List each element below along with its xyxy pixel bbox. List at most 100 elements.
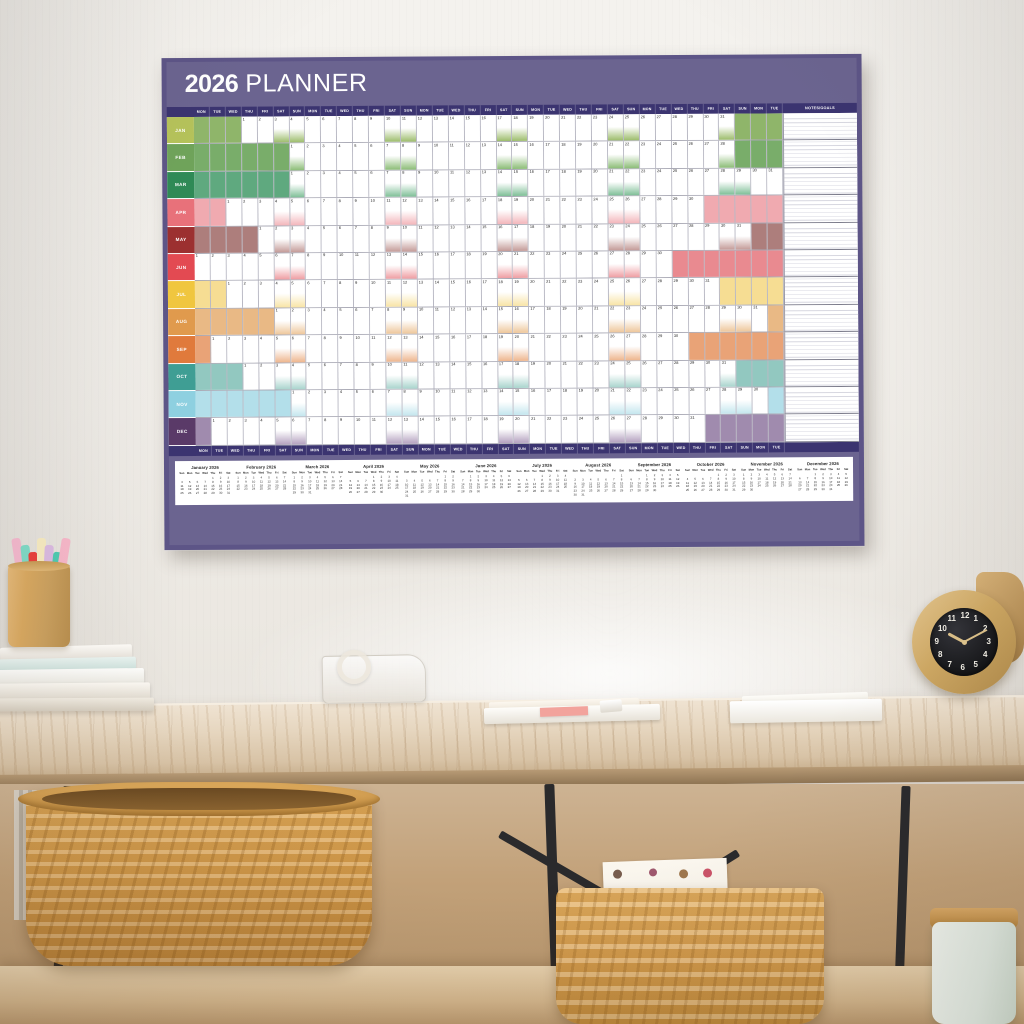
day-cell[interactable]: 22 bbox=[624, 169, 641, 196]
day-cell[interactable]: 16 bbox=[513, 306, 530, 334]
day-cell[interactable]: 16 bbox=[450, 416, 467, 444]
day-cell[interactable]: 22 bbox=[577, 361, 594, 388]
day-cell[interactable]: 13 bbox=[402, 334, 419, 362]
day-cell[interactable]: 25 bbox=[640, 223, 657, 251]
notes-goals-cell[interactable] bbox=[783, 277, 859, 306]
day-cell[interactable]: 2 bbox=[242, 198, 259, 226]
day-cell[interactable]: 22 bbox=[529, 251, 546, 279]
day-cell[interactable]: 3 bbox=[322, 390, 339, 417]
day-cell[interactable]: 19 bbox=[513, 279, 530, 306]
day-cell[interactable]: 4 bbox=[273, 198, 291, 226]
day-cell[interactable]: 15 bbox=[434, 334, 451, 361]
day-cell[interactable]: 5 bbox=[275, 417, 292, 445]
day-cell[interactable]: 25 bbox=[576, 251, 593, 278]
day-cell[interactable]: 8 bbox=[402, 389, 419, 416]
day-cell[interactable]: 9 bbox=[322, 253, 339, 280]
day-cell[interactable]: 5 bbox=[290, 280, 307, 308]
day-cell[interactable]: 19 bbox=[497, 334, 514, 361]
day-cell[interactable]: 2 bbox=[306, 390, 324, 417]
day-cell[interactable]: 3 bbox=[274, 362, 292, 390]
day-cell[interactable]: 21 bbox=[609, 388, 626, 415]
day-cell[interactable]: 4 bbox=[337, 170, 354, 198]
day-cell[interactable]: 2 bbox=[227, 418, 244, 445]
day-cell[interactable]: 3 bbox=[242, 335, 260, 363]
day-cell[interactable]: 6 bbox=[354, 307, 371, 335]
day-cell[interactable]: 4 bbox=[289, 116, 306, 143]
day-cell[interactable]: 28 bbox=[704, 305, 721, 332]
day-cell[interactable]: 3 bbox=[258, 198, 275, 226]
day-cell[interactable]: 20 bbox=[528, 197, 545, 224]
day-cell[interactable]: 29 bbox=[656, 333, 674, 360]
day-cell[interactable]: 2 bbox=[290, 308, 307, 335]
day-cell[interactable]: 15 bbox=[466, 361, 483, 389]
day-cell[interactable]: 29 bbox=[657, 415, 674, 442]
day-cell[interactable]: 1 bbox=[258, 226, 275, 253]
day-cell[interactable]: 9 bbox=[354, 280, 371, 307]
day-cell[interactable]: 19 bbox=[498, 416, 515, 443]
day-cell[interactable]: 28 bbox=[624, 251, 641, 278]
day-cell[interactable]: 22 bbox=[560, 196, 577, 224]
day-cell[interactable]: 4 bbox=[242, 253, 259, 280]
day-cell[interactable]: 9 bbox=[338, 417, 356, 444]
day-cell[interactable]: 10 bbox=[401, 225, 418, 252]
day-cell[interactable]: 27 bbox=[703, 168, 720, 196]
pen-cup[interactable] bbox=[8, 565, 70, 647]
day-cell[interactable]: 23 bbox=[593, 360, 610, 388]
day-cell[interactable]: 21 bbox=[560, 114, 577, 142]
notes-goals-cell[interactable] bbox=[783, 167, 858, 196]
day-cell[interactable]: 26 bbox=[639, 114, 656, 141]
day-cell[interactable]: 31 bbox=[720, 360, 737, 387]
day-cell[interactable]: 13 bbox=[434, 361, 451, 389]
day-cell[interactable]: 18 bbox=[513, 361, 530, 388]
day-cell[interactable]: 17 bbox=[465, 334, 482, 361]
day-cell[interactable]: 4 bbox=[322, 307, 339, 335]
day-cell[interactable]: 20 bbox=[529, 279, 546, 306]
day-cell[interactable]: 1 bbox=[243, 363, 260, 390]
day-cell[interactable]: 18 bbox=[560, 169, 577, 196]
day-cell[interactable]: 7 bbox=[322, 280, 339, 307]
day-cell[interactable]: 13 bbox=[465, 306, 482, 334]
day-cell[interactable]: 26 bbox=[656, 223, 673, 251]
day-cell[interactable]: 13 bbox=[402, 416, 419, 444]
day-cell[interactable]: 20 bbox=[514, 416, 531, 443]
day-cell[interactable]: 5 bbox=[289, 198, 306, 225]
day-cell[interactable]: 30 bbox=[673, 415, 690, 442]
day-cell[interactable]: 22 bbox=[575, 114, 593, 142]
day-cell[interactable]: 27 bbox=[672, 223, 689, 250]
day-cell[interactable]: 24 bbox=[607, 114, 624, 141]
day-cell[interactable]: 31 bbox=[719, 113, 736, 141]
day-cell[interactable]: 14 bbox=[418, 334, 435, 362]
day-cell[interactable]: 23 bbox=[639, 141, 656, 169]
notes-goals-cell[interactable] bbox=[784, 386, 859, 415]
day-cell[interactable]: 18 bbox=[497, 279, 514, 306]
day-cell[interactable]: 18 bbox=[496, 197, 513, 224]
notes-goals-cell[interactable] bbox=[784, 332, 859, 360]
day-cell[interactable]: 25 bbox=[656, 305, 673, 333]
day-cell[interactable]: 17 bbox=[544, 169, 561, 196]
day-cell[interactable]: 27 bbox=[688, 305, 705, 333]
day-cell[interactable]: 26 bbox=[592, 251, 609, 278]
day-cell[interactable]: 4 bbox=[259, 417, 276, 445]
sticky-note[interactable] bbox=[539, 706, 589, 717]
day-cell[interactable]: 16 bbox=[528, 169, 545, 197]
day-cell[interactable]: 19 bbox=[561, 306, 578, 333]
day-cell[interactable]: 7 bbox=[370, 307, 387, 334]
day-cell[interactable]: 1 bbox=[291, 390, 308, 417]
day-cell[interactable]: 6 bbox=[369, 170, 386, 198]
day-cell[interactable]: 12 bbox=[433, 225, 450, 252]
eraser[interactable] bbox=[599, 699, 623, 713]
day-cell[interactable]: 17 bbox=[545, 388, 562, 416]
day-cell[interactable]: 9 bbox=[369, 115, 386, 143]
day-cell[interactable]: 14 bbox=[448, 115, 465, 142]
day-cell[interactable]: 28 bbox=[719, 141, 736, 168]
day-cell[interactable]: 17 bbox=[512, 224, 530, 251]
day-cell[interactable]: 28 bbox=[673, 360, 690, 387]
day-cell[interactable]: 13 bbox=[432, 115, 449, 142]
day-cell[interactable]: 8 bbox=[354, 362, 371, 389]
notes-goals-cell[interactable] bbox=[784, 414, 859, 443]
notes-goals-cell[interactable] bbox=[784, 359, 859, 388]
day-cell[interactable]: 11 bbox=[450, 389, 467, 416]
day-cell[interactable]: 16 bbox=[481, 361, 499, 389]
day-cell[interactable]: 4 bbox=[290, 362, 307, 390]
day-cell[interactable]: 5 bbox=[321, 225, 338, 253]
